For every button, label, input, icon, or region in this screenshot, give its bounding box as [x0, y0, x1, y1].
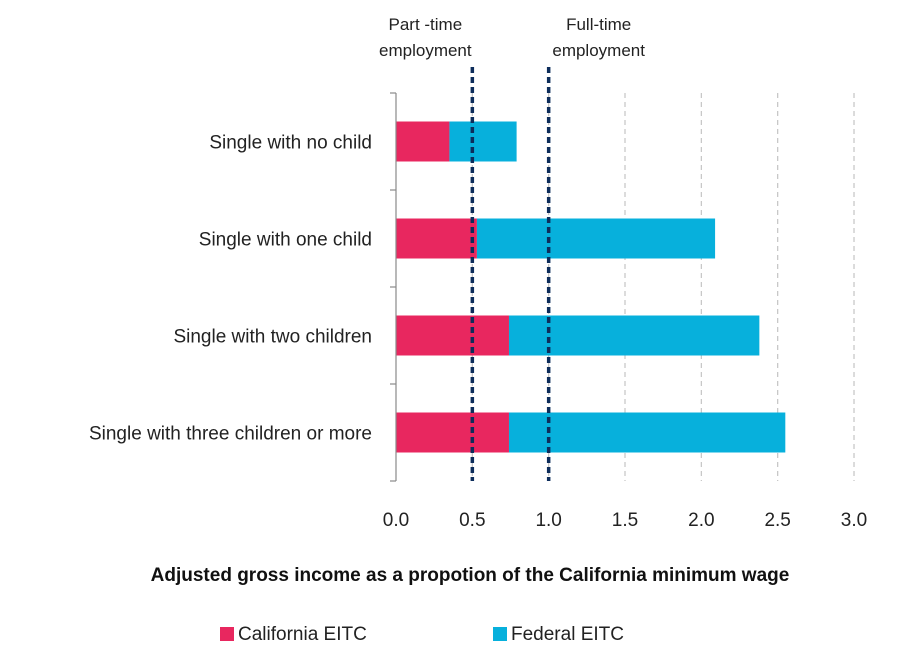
x-tick-label: 0.0 — [383, 510, 409, 531]
x-axis-label: Adjusted gross income as a propotion of … — [151, 565, 790, 586]
bar-federal-eitc — [508, 315, 760, 356]
bar-california-eitc — [396, 315, 509, 356]
legend-swatch — [220, 627, 234, 641]
legend-label: Federal EITC — [511, 624, 624, 645]
x-tick-label: 3.0 — [841, 510, 867, 531]
x-tick-labels: 0.0 0.5 1.0 1.5 2.0 2.5 3.0 — [383, 510, 867, 531]
category-label: Single with three children or more — [89, 424, 372, 445]
x-tick-label: 2.0 — [688, 510, 714, 531]
bar-federal-eitc — [508, 412, 786, 453]
reference-line-label: Full-time — [566, 15, 631, 34]
reference-line-label: employment — [379, 41, 472, 60]
legend-label: California EITC — [238, 624, 367, 645]
y-axis — [390, 92, 397, 482]
x-tick-label: 1.0 — [535, 510, 561, 531]
x-tick-label: 1.5 — [612, 510, 638, 531]
bar-california-eitc — [396, 121, 450, 162]
reference-lines: Part -time employment Full-time employment — [379, 15, 645, 481]
bar-federal-eitc — [476, 218, 716, 259]
category-labels: Single with no child Single with one chil… — [89, 133, 372, 445]
legend: California EITC Federal EITC — [220, 624, 624, 645]
bar-federal-eitc — [449, 121, 517, 162]
category-label: Single with one child — [199, 230, 372, 251]
x-tick-label: 0.5 — [459, 510, 485, 531]
category-label: Single with two children — [173, 327, 372, 348]
reference-line-label: Part -time — [388, 15, 462, 34]
bar-california-eitc — [396, 412, 509, 453]
legend-item: Federal EITC — [493, 624, 624, 645]
x-tick-label: 2.5 — [764, 510, 790, 531]
bar-california-eitc — [396, 218, 477, 259]
legend-item: California EITC — [220, 624, 367, 645]
reference-line-label: employment — [552, 41, 645, 60]
category-label: Single with no child — [209, 133, 372, 154]
bars — [396, 121, 786, 453]
legend-swatch — [493, 627, 507, 641]
